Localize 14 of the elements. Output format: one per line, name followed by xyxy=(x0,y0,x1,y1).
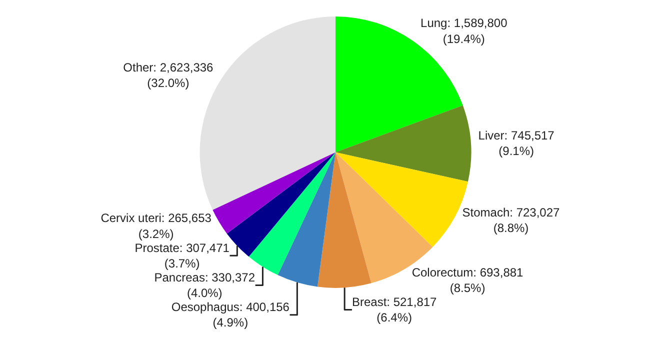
slice-label: Oesophagus: 400,156 (4.9%) xyxy=(171,300,290,330)
slice-label: Breast: 521,817 (6.4%) xyxy=(352,294,438,325)
slice-label: Prostate: 307,471 (3.7%) xyxy=(134,240,230,270)
slice-label: Cervix uteri: 265,653 (3.2%) xyxy=(100,211,212,241)
slice-label: Other: 2,623,336 (32.0%) xyxy=(123,60,214,90)
slice-label: Liver: 745,517 (9.1%) xyxy=(478,128,555,158)
slice-label: Colorectum: 693,881 (8.5%) xyxy=(412,265,524,295)
pie-slice xyxy=(278,152,336,287)
pie-slice xyxy=(318,152,372,288)
slice-label: Pancreas: 330,372 (4.0%) xyxy=(154,270,256,300)
pie-slice xyxy=(336,105,472,182)
slice-label: Stomach: 723,027 (8.8%) xyxy=(462,205,560,235)
pie-slice xyxy=(212,152,336,234)
slice-label: Lung: 1,589,800 (19.4%) xyxy=(420,16,508,46)
